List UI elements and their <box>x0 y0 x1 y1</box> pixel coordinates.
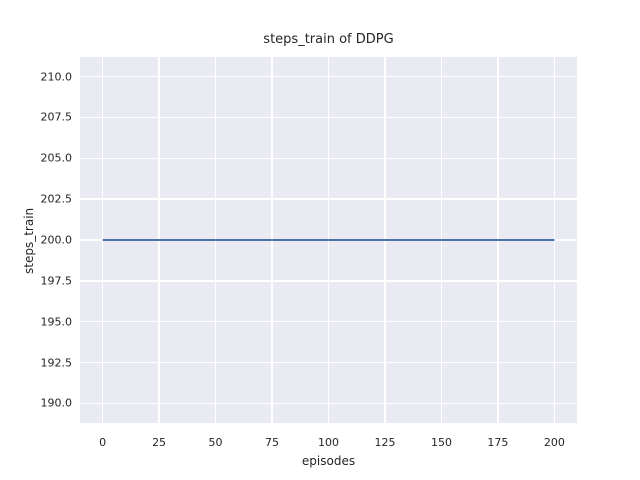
x-axis-label: episodes <box>301 454 356 468</box>
y-gridline <box>80 116 577 119</box>
x-tick-label: 100 <box>318 436 339 449</box>
plot-area <box>80 57 577 423</box>
y-gridline <box>80 402 577 405</box>
chart-title: steps_train of DDPG <box>263 32 394 47</box>
y-tick-label: 210.0 <box>40 70 73 84</box>
y-tick-label: 197.5 <box>40 274 73 288</box>
x-tick-label: 50 <box>208 436 223 449</box>
x-tick-label: 175 <box>487 436 509 449</box>
y-gridline <box>80 75 577 78</box>
y-tick-label: 192.5 <box>40 356 73 370</box>
y-gridline <box>80 361 577 364</box>
x-tick-label: 0 <box>99 436 107 449</box>
x-tick-label: 125 <box>374 436 396 449</box>
y-gridline <box>80 239 577 241</box>
y-tick-label: 202.5 <box>40 192 73 206</box>
y-tick-label: 205.0 <box>40 151 73 165</box>
x-tick-label: 150 <box>430 436 452 449</box>
x-tick-label: 200 <box>543 436 565 449</box>
x-tick-label: 75 <box>265 436 280 449</box>
y-gridline <box>80 320 577 323</box>
y-gridline <box>80 280 577 282</box>
y-gridline <box>80 157 577 159</box>
y-tick-label: 195.0 <box>40 315 73 329</box>
y-tick-label: 190.0 <box>40 396 73 410</box>
y-tick-label: 200.0 <box>40 233 73 247</box>
y-tick-label: 207.5 <box>40 110 73 124</box>
y-gridline <box>80 198 577 200</box>
x-tick-label: 25 <box>152 436 167 449</box>
